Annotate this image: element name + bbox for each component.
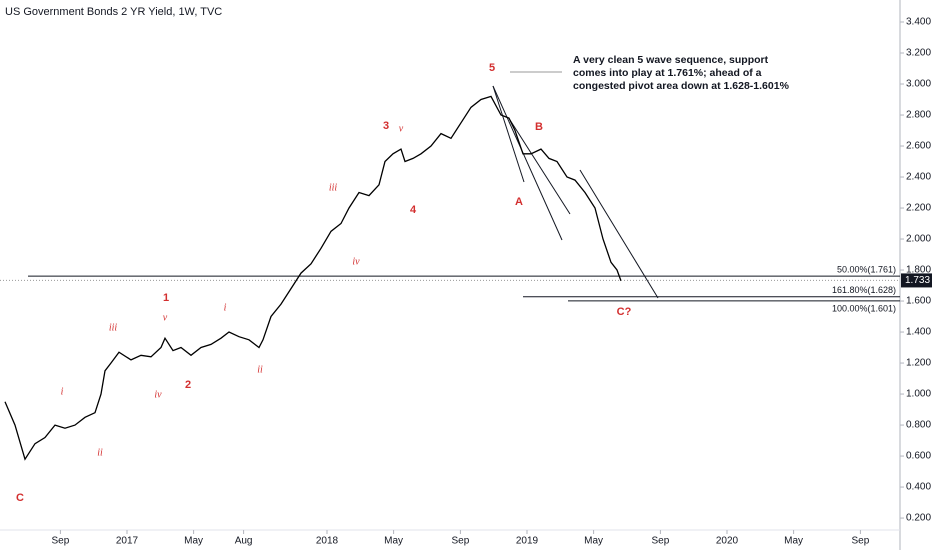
y-tick-label: 1.800 [906,265,931,276]
y-tick-label: 2.000 [906,234,931,245]
wave-label: C [16,492,24,504]
fib-level-label: 100.00%(1.601) [832,303,896,313]
y-tick-label: 1.200 [906,358,931,369]
y-tick-label: 0.800 [906,420,931,431]
trendline [509,119,571,215]
x-tick-label: 2017 [116,536,139,547]
x-tick-label: 2018 [316,536,339,547]
wave-label: v [399,123,404,134]
wave-label: iv [154,389,162,400]
fib-level-label: 161.80%(1.628) [832,285,896,295]
last-price-label: 1.733 [905,275,930,286]
x-tick-label: Aug [235,536,253,547]
note-text: A very clean 5 wave sequence, support [573,54,769,66]
wave-label: 5 [489,62,495,74]
x-tick-label: 2019 [516,536,539,547]
note-text: congested pivot area down at 1.628-1.601… [573,80,790,92]
y-tick-label: 2.200 [906,203,931,214]
x-tick-label: May [584,536,603,547]
trendline [492,85,525,183]
x-tick-label: Sep [52,536,70,547]
last-price-tag [901,273,932,288]
note-text: comes into play at 1.761%; ahead of a [573,67,762,79]
wave-label: A [515,196,523,208]
wave-label: 3 [383,120,389,132]
trendline [492,85,563,241]
trendline [579,169,659,299]
y-tick-label: 0.400 [906,482,931,493]
x-tick-label: May [184,536,203,547]
fib-level-label: 50.00%(1.761) [837,264,896,274]
x-tick-label: Sep [652,536,670,547]
y-tick-label: 0.600 [906,451,931,462]
x-tick-label: Sep [852,536,870,547]
wave-label: iv [352,256,360,267]
wave-label: ii [97,447,103,458]
wave-label: i [61,386,64,397]
wave-label: 1 [163,292,169,304]
wave-label: C? [617,306,632,318]
y-tick-label: 2.400 [906,172,931,183]
y-tick-label: 0.200 [906,513,931,524]
x-tick-label: May [784,536,803,547]
wave-label: B [535,121,543,133]
x-tick-label: 2020 [716,536,739,547]
wave-label: iii [329,182,338,193]
y-tick-label: 2.800 [906,110,931,121]
y-tick-label: 1.400 [906,327,931,338]
wave-label: ii [257,364,263,375]
wave-label: iii [109,322,118,333]
wave-label: v [163,312,168,323]
x-tick-label: May [384,536,403,547]
trendlines [492,71,659,299]
wave-label: i [224,302,227,313]
y-tick-label: 3.400 [906,17,931,28]
y-tick-label: 3.000 [906,79,931,90]
y-tick-label: 2.600 [906,141,931,152]
y-tick-label: 1.000 [906,389,931,400]
y-tick-label: 1.600 [906,296,931,307]
wave-label: 4 [410,204,417,216]
chart-title: US Government Bonds 2 YR Yield, 1W, TVC [5,6,222,18]
x-tick-label: Sep [452,536,470,547]
price-line [4,95,622,461]
y-tick-label: 3.200 [906,48,931,59]
wave-label: 2 [185,379,191,391]
